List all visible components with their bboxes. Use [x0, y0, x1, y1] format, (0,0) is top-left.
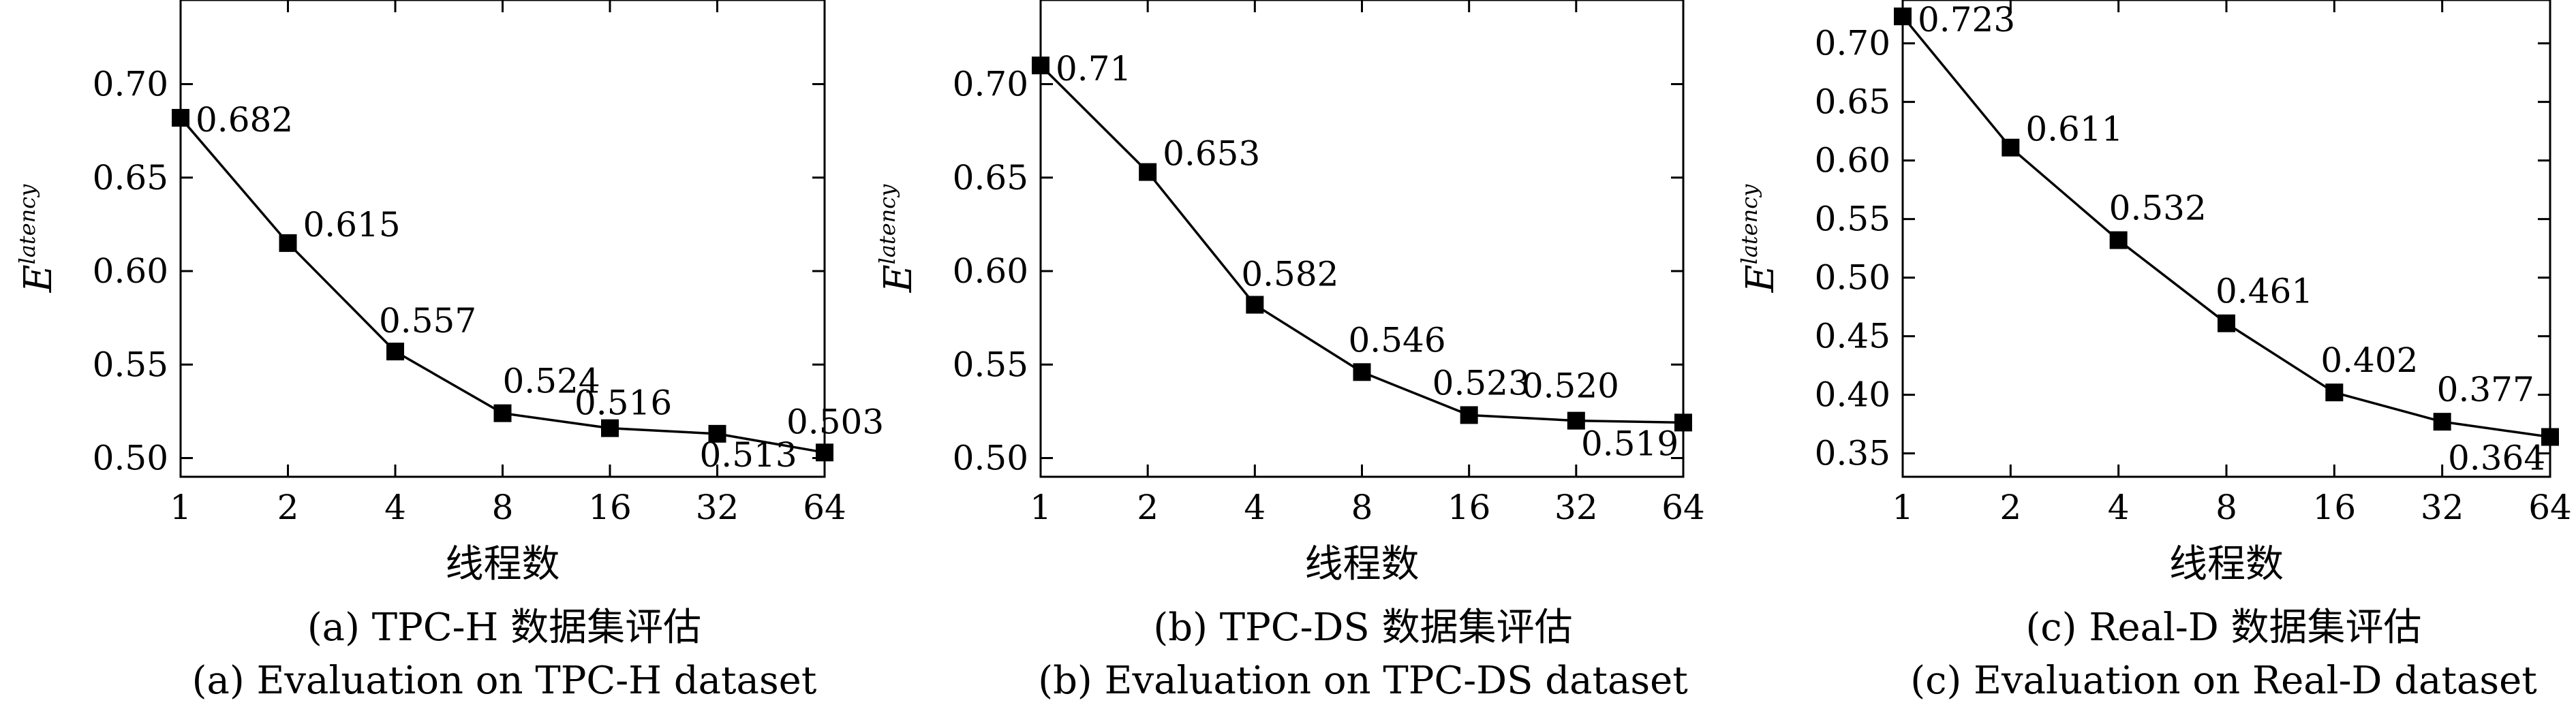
data-point-marker	[1674, 413, 1692, 432]
data-point-marker	[1353, 363, 1371, 381]
series-line	[179, 116, 825, 454]
y-tick-label: 0.55	[1815, 200, 1890, 239]
y-axis-title: Elatency	[1736, 184, 1783, 294]
caption-chinese: (c) Real-D 数据集评估	[2025, 606, 2421, 650]
chart-panel-3: 0.35 0.40 0.45 0.50 0.55 0.60 0.65 0.70 1 2 4 8 16 32…	[1736, 0, 2572, 703]
x-tick-label: 32	[2421, 488, 2464, 527]
x-tick-label: 64	[2528, 488, 2572, 527]
y-tick-label: 0.50	[953, 439, 1028, 478]
data-point-marker	[2325, 383, 2344, 402]
x-tick-label: 4	[384, 488, 406, 527]
x-tick-label: 32	[696, 488, 739, 527]
x-tick-label: 2	[1137, 488, 1159, 527]
y-tick-label: 0.65	[953, 158, 1028, 198]
data-label: 0.557	[379, 301, 476, 341]
data-point-marker	[493, 404, 512, 422]
data-label: 0.615	[303, 205, 401, 245]
x-tick-label: 1	[170, 488, 191, 527]
data-point-marker	[1894, 7, 1912, 26]
data-point-marker	[172, 108, 189, 127]
data-point-marker	[1139, 163, 1157, 181]
chart-panel-2: 0.50 0.55 0.60 0.65 0.70 1 2 4 8 16 32 64 0.71 0.653 0…	[874, 0, 1705, 703]
x-tick-label: 4	[1244, 488, 1266, 527]
y-tick-label: 0.50	[1815, 258, 1890, 298]
data-point-marker	[279, 234, 297, 252]
data-label: 0.520	[1522, 366, 1619, 406]
data-point-marker	[708, 424, 726, 443]
data-label: 0.546	[1349, 320, 1446, 360]
caption-chinese: (a) TPC-H 数据集评估	[307, 606, 701, 650]
caption-english: (c) Evaluation on Real-D dataset	[1910, 659, 2537, 703]
data-point-marker	[2109, 231, 2128, 249]
data-point-marker	[1032, 57, 1049, 75]
y-tick-label: 0.50	[93, 439, 168, 478]
x-tick-label: 4	[2108, 488, 2130, 527]
data-point-marker	[2218, 314, 2235, 332]
y-tick-label: 0.60	[93, 251, 168, 291]
x-tick-label: 64	[803, 488, 846, 527]
y-tick-label: 0.55	[93, 345, 168, 384]
x-axis-title: 线程数	[446, 542, 560, 586]
caption-english: (a) Evaluation on TPC-H dataset	[192, 659, 817, 703]
y-axis-title: Elatency	[14, 184, 61, 294]
data-label: 0.611	[2025, 110, 2123, 149]
data-label: 0.377	[2437, 370, 2534, 409]
y-tick-label: 0.65	[1815, 82, 1890, 122]
y-tick-label: 0.60	[953, 251, 1028, 291]
data-label: 0.582	[1241, 254, 1338, 294]
x-tick-label: 16	[1447, 488, 1491, 527]
data-label: 0.71	[1056, 49, 1131, 89]
x-tick-label: 1	[1892, 488, 1914, 527]
x-tick-label: 2	[1999, 488, 2021, 527]
data-point-marker	[1246, 296, 1264, 314]
caption-chinese: (b) TPC-DS 数据集评估	[1153, 606, 1572, 650]
y-tick-label: 0.40	[1815, 375, 1890, 415]
data-label: 0.653	[1163, 134, 1260, 174]
y-tick-label: 0.70	[1815, 24, 1890, 63]
x-tick-label: 8	[2215, 488, 2237, 527]
data-point-marker	[816, 443, 833, 462]
x-tick-label: 16	[2313, 488, 2357, 527]
x-tick-label: 1	[1030, 488, 1052, 527]
data-label: 0.503	[786, 402, 884, 441]
x-tick-label: 8	[1351, 488, 1373, 527]
data-label: 0.402	[2320, 341, 2418, 380]
x-tick-label: 16	[588, 488, 632, 527]
data-point-marker	[386, 343, 404, 361]
y-axis-title: Elatency	[874, 184, 921, 294]
y-tick-label: 0.35	[1815, 434, 1890, 473]
y-tick-label: 0.70	[93, 65, 168, 104]
data-label: 0.364	[2448, 439, 2545, 478]
y-tick-label: 0.60	[1815, 141, 1890, 180]
data-point-marker	[1567, 411, 1585, 430]
data-label: 0.723	[1918, 0, 2015, 40]
y-tick-label: 0.65	[93, 158, 168, 198]
x-tick-label: 8	[492, 488, 514, 527]
y-tick-label: 0.55	[953, 345, 1028, 384]
data-label: 0.519	[1581, 424, 1678, 463]
x-tick-label: 32	[1554, 488, 1598, 527]
data-point-marker	[601, 419, 619, 437]
data-label: 0.523	[1432, 363, 1530, 403]
caption-english: (b) Evaluation on TPC-DS dataset	[1038, 659, 1688, 703]
data-label: 0.524	[503, 362, 600, 401]
data-label: 0.682	[196, 100, 293, 140]
data-label: 0.461	[2215, 272, 2313, 311]
x-axis-title: 线程数	[1305, 542, 1420, 586]
x-axis-title: 线程数	[2169, 542, 2284, 586]
data-point-marker	[2433, 413, 2451, 431]
data-point-marker	[1460, 406, 1478, 424]
chart-panel-1: 0.50 0.55 0.60 0.65 0.70 1 2 4 8 16 32 64 0.682 0.615…	[14, 0, 884, 703]
data-label: 0.513	[700, 435, 797, 475]
x-tick-label: 64	[1661, 488, 1705, 527]
y-tick-label: 0.70	[953, 65, 1028, 104]
x-tick-label: 2	[277, 488, 299, 527]
y-tick-label: 0.45	[1815, 317, 1890, 356]
data-point-marker	[2002, 138, 2020, 157]
data-point-marker	[2541, 428, 2559, 446]
data-label: 0.516	[574, 383, 672, 423]
data-label: 0.532	[2109, 189, 2207, 228]
